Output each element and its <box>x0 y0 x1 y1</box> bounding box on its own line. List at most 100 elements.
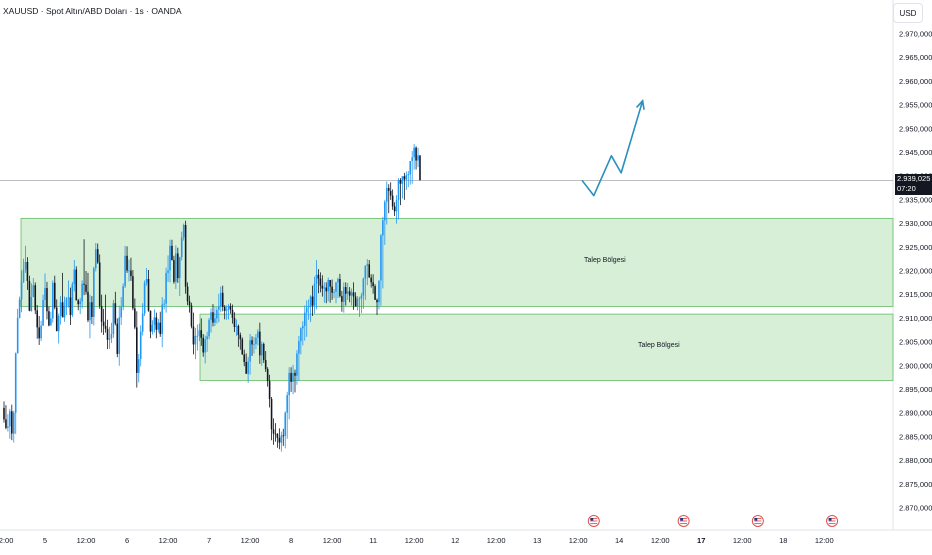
candle <box>53 282 56 308</box>
event-flag-icon[interactable] <box>677 515 690 527</box>
candle <box>376 299 378 303</box>
time-tick-label: 7 <box>207 536 211 545</box>
candle <box>382 220 384 236</box>
candle <box>153 317 156 326</box>
candle <box>399 179 402 184</box>
price-tick-label: 2.925,000 <box>899 243 932 252</box>
candle <box>223 306 226 311</box>
candle <box>110 334 113 339</box>
candle <box>18 299 21 318</box>
candle <box>159 322 162 335</box>
candle <box>397 179 400 200</box>
candle <box>98 262 101 307</box>
candle <box>354 296 357 307</box>
candle <box>3 407 5 420</box>
time-tick-label: 12:00 <box>487 536 506 545</box>
time-tick-label: 12:00 <box>323 536 342 545</box>
candle <box>247 361 249 374</box>
candle <box>325 287 328 292</box>
candle <box>262 343 265 361</box>
candle <box>218 306 220 310</box>
candle <box>206 336 208 340</box>
event-flag-icon[interactable] <box>751 515 764 527</box>
candle <box>219 292 222 307</box>
candle <box>16 317 19 354</box>
candle <box>391 195 394 207</box>
candle <box>276 434 279 438</box>
candle <box>12 412 15 434</box>
candle <box>171 245 173 261</box>
candle <box>249 340 251 362</box>
time-tick-label: 18 <box>779 536 787 545</box>
candle <box>32 285 35 298</box>
candle <box>155 317 158 330</box>
candle <box>81 283 83 302</box>
candle <box>356 298 359 307</box>
candle <box>378 280 380 303</box>
candle <box>22 269 25 282</box>
candle <box>9 411 11 427</box>
candle <box>46 288 48 312</box>
candle <box>231 309 234 318</box>
candle <box>335 282 337 292</box>
candle <box>270 398 273 430</box>
candle <box>266 369 269 381</box>
candle <box>272 429 275 434</box>
candle <box>75 269 78 301</box>
projection-arrowhead <box>635 99 645 110</box>
price-tick-label: 2.970,000 <box>899 30 932 39</box>
candle <box>112 303 115 335</box>
price-tick-label: 2.965,000 <box>899 53 932 62</box>
candle <box>288 372 290 396</box>
candle <box>202 337 205 353</box>
candle <box>34 285 37 311</box>
time-tick-label: 12:00 <box>569 536 588 545</box>
candle <box>307 306 310 308</box>
time-tick-label: 12:00 <box>651 536 670 545</box>
zone-layer <box>20 217 894 381</box>
candle <box>212 312 214 323</box>
candle <box>389 190 392 196</box>
candle <box>20 281 23 300</box>
candle <box>229 306 232 310</box>
event-flag-canton <box>590 518 594 521</box>
candle <box>85 284 87 292</box>
price-axis[interactable]: 2.870,000 2.875,000 2.880,000 2.885,000 2.89… <box>899 30 932 513</box>
time-tick-label: 12:00 <box>815 536 834 545</box>
candle <box>40 325 42 339</box>
price-tick-label: 2.900,000 <box>899 361 932 370</box>
candle <box>300 328 302 342</box>
candle <box>380 235 382 281</box>
candle <box>296 353 298 376</box>
candle <box>116 323 119 354</box>
event-flag-icon[interactable] <box>826 515 839 527</box>
candle <box>251 340 253 345</box>
event-flag-icon[interactable] <box>587 515 600 527</box>
time-tick-label: 12:00 <box>733 536 752 545</box>
price-tick-label: 2.950,000 <box>899 124 932 133</box>
currency-button[interactable]: USD <box>893 3 923 23</box>
candle <box>91 302 93 317</box>
candle <box>163 303 165 305</box>
zone-label: Talep Bölgesi <box>638 342 680 350</box>
candle <box>348 291 351 296</box>
candle <box>333 291 335 293</box>
current-price-label: 2.939,025 <box>897 174 931 183</box>
price-tick-label: 2.955,000 <box>899 101 932 110</box>
candle <box>104 325 107 329</box>
price-tick-label: 2.920,000 <box>899 267 932 276</box>
candle <box>368 264 371 278</box>
candle <box>415 147 417 161</box>
candle <box>313 283 316 306</box>
time-tick-label: 8 <box>289 536 293 545</box>
candle <box>198 330 201 336</box>
candle <box>216 309 218 319</box>
candle <box>204 339 206 353</box>
time-axis[interactable]: 12:00 5 12:00 6 12:00 7 12:00 8 12:00 11 12:00 12 12… <box>0 536 834 545</box>
candle <box>374 286 376 300</box>
candle <box>395 199 398 212</box>
candle <box>323 287 326 289</box>
candle <box>55 307 58 332</box>
